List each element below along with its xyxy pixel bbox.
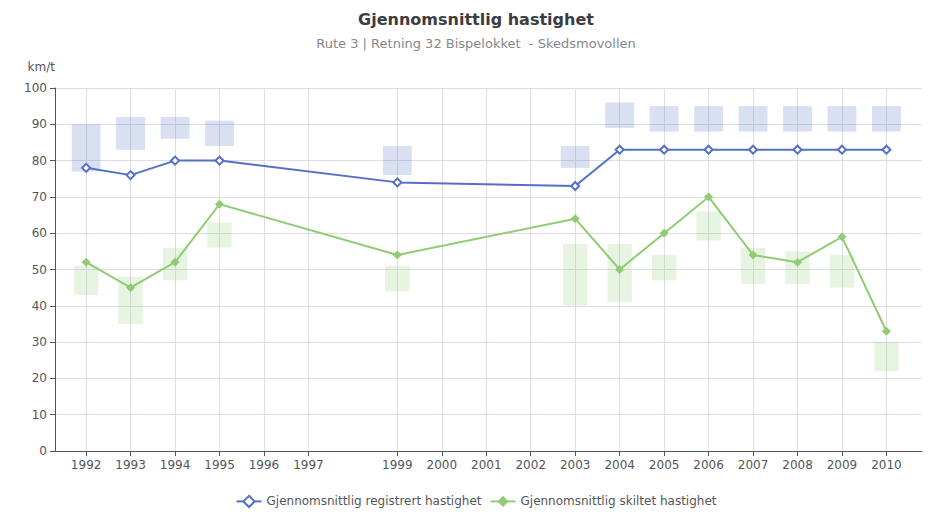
svg-text:10: 10 xyxy=(32,408,47,422)
svg-text:40: 40 xyxy=(32,299,47,313)
svg-text:1996: 1996 xyxy=(249,458,280,472)
svg-text:Gjennomsnittlig registrert has: Gjennomsnittlig registrert hastighet xyxy=(267,494,482,508)
svg-text:90: 90 xyxy=(32,117,47,131)
svg-text:60: 60 xyxy=(32,226,47,240)
svg-text:70: 70 xyxy=(32,190,47,204)
svg-text:km/t: km/t xyxy=(28,60,56,74)
svg-text:Gjennomsnittlig hastighet: Gjennomsnittlig hastighet xyxy=(358,10,594,29)
svg-text:2004: 2004 xyxy=(604,458,635,472)
svg-text:1992: 1992 xyxy=(71,458,102,472)
svg-text:50: 50 xyxy=(32,263,47,277)
svg-text:20: 20 xyxy=(32,371,47,385)
svg-text:1994: 1994 xyxy=(160,458,191,472)
svg-text:0: 0 xyxy=(39,444,47,458)
svg-text:2006: 2006 xyxy=(693,458,724,472)
svg-text:1997: 1997 xyxy=(293,458,324,472)
svg-text:2002: 2002 xyxy=(515,458,546,472)
svg-text:1999: 1999 xyxy=(382,458,413,472)
svg-text:1993: 1993 xyxy=(115,458,146,472)
svg-text:2009: 2009 xyxy=(827,458,858,472)
svg-text:Gjennomsnittlig skiltet hastig: Gjennomsnittlig skiltet hastighet xyxy=(520,494,716,508)
svg-text:1995: 1995 xyxy=(204,458,235,472)
svg-text:2003: 2003 xyxy=(560,458,591,472)
svg-text:30: 30 xyxy=(32,335,47,349)
svg-text:2000: 2000 xyxy=(427,458,458,472)
svg-text:2007: 2007 xyxy=(738,458,769,472)
svg-text:Rute 3 | Retning 32 Bispelokke: Rute 3 | Retning 32 Bispelokket - Skedsm… xyxy=(316,36,635,51)
svg-text:2001: 2001 xyxy=(471,458,502,472)
svg-text:2010: 2010 xyxy=(871,458,902,472)
svg-text:80: 80 xyxy=(32,154,47,168)
svg-text:2005: 2005 xyxy=(649,458,680,472)
svg-text:100: 100 xyxy=(24,81,47,95)
svg-text:2008: 2008 xyxy=(782,458,813,472)
